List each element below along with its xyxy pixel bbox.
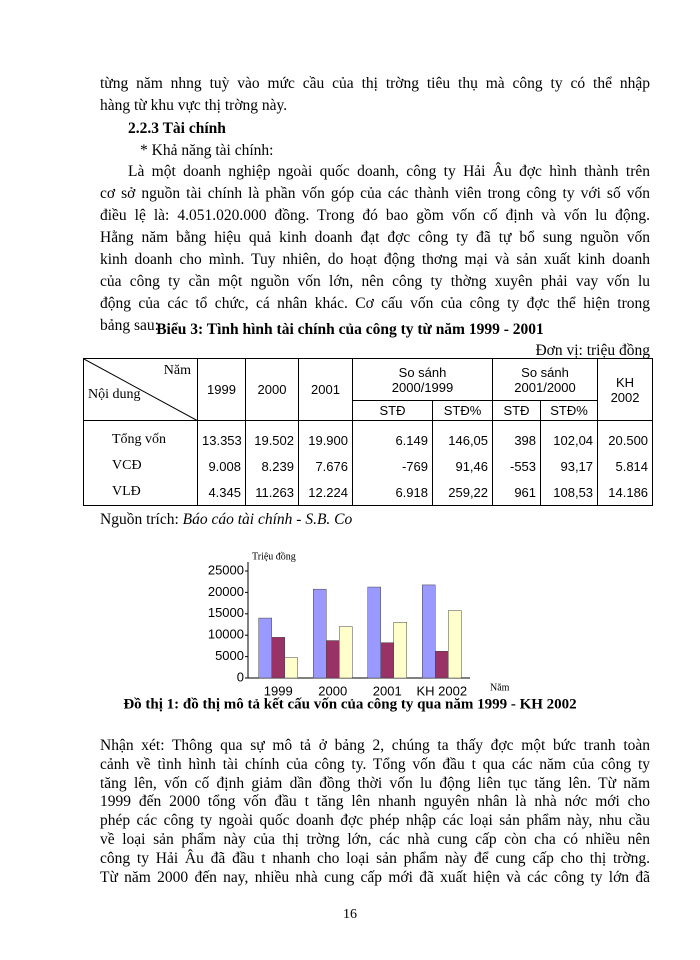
table-title: Biểu 3: Tình hình tài chính của công ty … [156,321,544,338]
column-header: 2000 [245,358,299,421]
text-line: Là một doanh nghiệp ngoài quốc doanh, cô… [128,163,650,180]
text-line: hàng từ khu vực thị trờng này. [100,97,288,114]
subheader-row: STĐ STĐ% STĐ STĐ% [84,400,653,421]
cell: 19.900 [298,420,353,453]
cell: 6.918 [352,479,433,506]
source: Nguồn trích: Báo cáo tài chính - S.B. Co [100,510,352,530]
cell: 7.676 [298,453,353,479]
text-line: điều lệ là: 4.051.020.000 đồng. Trong đó… [100,207,650,224]
column-header: 2001 [298,358,353,421]
text-line: Từ năm 2000 đến nay, nhiều nhà cung cấp … [100,868,650,886]
text-line: cảnh về tình hình tài chính của công ty.… [100,755,650,773]
data-row: Tổng vốn 13.353 19.502 19.900 6.149 146,05 398… [83,420,654,453]
source-label: Nguồn trích: [100,511,179,528]
x-tick-label: KH 2002 [416,683,467,698]
bar [367,586,381,679]
plan-header: KH 2002 [597,358,654,421]
cell: 91,46 [431,453,494,479]
bar [380,642,394,679]
cell: 8.239 [245,453,299,479]
cell: -769 [352,453,433,479]
text-line: của công ty cần một nguồn vốn lớn, nên c… [100,273,650,290]
cell: 14.186 [597,479,654,506]
bar [313,588,327,679]
row-label: Tổng vốn [83,420,198,453]
header-row: Năm Nội dung 1999 2000 2001 So sánh 2000/1999… [83,358,654,421]
sub-header: STĐ% [540,400,599,421]
x-tick-label: 1999 [264,683,293,698]
text-line: bảng sau: [100,317,159,334]
bar [435,651,449,679]
cell: 102,04 [540,420,599,453]
sub-header: STĐ [352,400,433,421]
cell: 20.500 [597,420,654,453]
cell: 9.008 [197,453,246,479]
data-row: VLĐ 4.345 11.263 12.224 6.918 259,22 961 108,53… [83,479,654,506]
section-heading: 2.2.3 Tài chính [128,120,226,137]
text-line: Hằng năm bằng hiệu quả kinh doanh đạt đợ… [100,229,650,246]
cell: 13.353 [197,420,246,453]
y-tick-label: 5000 [215,648,244,663]
cell: 108,53 [540,479,599,506]
text-line: động của các tổ chức, cá nhân khác. Cơ c… [100,295,650,312]
text-line: tăng lên, vốn cố định giảm dần đồng thời… [100,774,650,792]
sub-header: STĐ% [431,400,494,421]
text-line: về loại sản phẩm này của thị trờng lớn, … [100,831,650,848]
chart-title: Đồ thị 1: đồ thị mô tả kết cấu vốn của c… [123,696,576,712]
bar [284,657,298,679]
text-line: từng năm nhng tuỳ vào mức cầu của thị tr… [100,75,650,92]
cell: 12.224 [298,479,353,506]
bar [339,626,353,679]
source-citation: Báo cáo tài chính - S.B. Co [182,511,353,528]
cell: 11.263 [245,479,299,506]
text-line: Nhận xét: Thông qua sự mô tả ở bảng 2, c… [100,737,650,754]
y-tick-label: 25000 [208,562,244,577]
corner-bottom: Nội dung [88,387,141,402]
cell: 93,17 [540,453,599,479]
cell: 398 [492,420,542,453]
cell: 5.814 [597,453,654,479]
finance-table: Năm Nội dung 1999 2000 2001 So sánh 2000/1999… [83,358,654,506]
cell: 259,22 [431,479,494,506]
text-line: phép các công ty ngoài quốc doanh đợc ph… [100,812,650,830]
y-tick-label: 10000 [208,627,244,642]
text-line: công ty Hải Âu đã đầu t nhanh cho loại s… [100,849,650,867]
corner-cell: Năm Nội dung [83,358,198,421]
y-tick-label: 15000 [208,605,244,620]
text-line: kinh doanh cho mình. Tuy nhiên, do hoạt … [100,251,650,268]
group-header: So sánh 2000/1999 [351,358,494,401]
x-tick-label: 2001 [373,683,402,698]
text-line: 1999 đến 2000 tổng vốn đầu t tăng lên nh… [100,793,650,811]
bar [448,610,462,679]
page-number: 16 [343,907,357,922]
bar [393,622,407,679]
x-tick-label: 2000 [318,683,347,698]
bar [422,584,436,679]
cell: 961 [492,479,542,506]
text-line: cơ sở nguồn tài chính là phần vốn góp củ… [100,185,650,202]
cell: 146,05 [431,420,494,453]
row-label: VCĐ [83,453,198,479]
corner-diagonal [84,359,198,421]
subheading: * Khả năng tài chính: [140,142,274,159]
bar [271,637,285,679]
table-unit: Đơn vị: triệu đồng [535,342,650,359]
cell: 19.502 [245,420,299,453]
x-axis-title: Năm [490,682,510,693]
y-axis-title: Triệu đồng [252,551,296,562]
bar [258,617,272,679]
diagonal [84,359,198,421]
group-header: So sánh 2001/2000 [492,358,599,401]
data-row: VCĐ 9.008 8.239 7.676 -769 91,46 -553 93,17 5.81… [83,453,654,479]
bar [326,640,340,679]
y-tick-label: 0 [237,669,244,684]
cell: 4.345 [197,479,246,506]
y-tick-label: 20000 [208,584,244,599]
cell: -553 [492,453,542,479]
corner-top: Năm [163,363,191,378]
